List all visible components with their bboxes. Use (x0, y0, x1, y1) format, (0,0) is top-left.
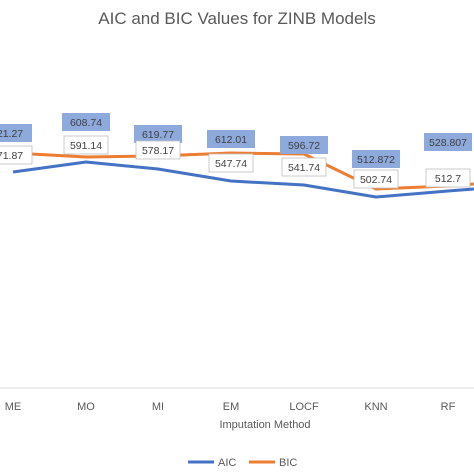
x-tick-label: MI (152, 401, 164, 413)
data-label-bic: 512.7 (425, 168, 471, 188)
data-label-bic-text: 578.17 (142, 145, 174, 157)
x-axis-title: Imputation Method (219, 419, 310, 431)
data-label-first-bottom: 71.87 (0, 145, 33, 165)
data-label-aic-box (280, 136, 328, 154)
data-label-aic: 612.01 (207, 130, 255, 148)
data-label-bic: 502.74 (353, 169, 399, 189)
data-label-bic-text: 541.74 (288, 162, 320, 174)
chart-title: AIC and BIC Values for ZINB Models (98, 9, 375, 28)
data-label-first-top: 21.27 (0, 124, 32, 142)
data-label-aic-box (62, 113, 110, 131)
data-label-aic-box (352, 150, 400, 168)
data-label-aic: 608.74 (62, 113, 110, 131)
data-label-bic-box (353, 169, 399, 189)
data-label-bic: 541.74 (281, 157, 327, 177)
x-tick-label: EM (223, 401, 240, 413)
data-label-bic-text: 591.14 (70, 140, 102, 152)
data-label-aic-text: 612.01 (215, 134, 247, 146)
data-label-bic-box (135, 140, 181, 160)
legend-bic-label: BIC (279, 457, 297, 469)
data-label-bic-text: 502.74 (360, 174, 392, 186)
data-label-bic-text: 547.74 (215, 158, 247, 170)
data-label-aic-text: 608.74 (70, 117, 102, 129)
data-label-first-top-text: 21.27 (0, 128, 23, 140)
legend-aic-label: AIC (218, 457, 236, 469)
x-tick-label: RF (441, 401, 456, 413)
data-label-bic: 591.14 (63, 135, 109, 155)
data-label-aic-text: 619.77 (142, 129, 174, 141)
data-label-bic: 578.17 (135, 140, 181, 160)
data-labels: 21.27 71.87 608.74 591.14 619.77 578.17 612.01… (0, 113, 472, 189)
data-label-first-top-box (0, 124, 32, 142)
x-tick-label: LOCF (289, 401, 319, 413)
data-label-bic: 547.74 (208, 153, 254, 173)
data-label-bic-box (208, 153, 254, 173)
data-label-aic: 596.72 (280, 136, 328, 154)
x-tick-label: KNN (364, 401, 387, 413)
x-tick-label: ME (5, 401, 22, 413)
data-label-aic: 512.872 (352, 150, 400, 168)
data-label-aic-text: 512.872 (357, 154, 395, 166)
aic-series-line (12, 160, 474, 199)
data-label-aic-box (207, 130, 255, 148)
legend: AIC BIC (188, 457, 297, 469)
data-label-aic: 528.807 (424, 133, 472, 151)
data-label-first-bottom-box (0, 145, 33, 165)
data-label-first-bottom-text: 71.87 (0, 150, 23, 162)
data-label-aic-box (134, 125, 182, 143)
data-label-aic: 619.77 (134, 125, 182, 143)
data-label-bic-text: 512.7 (435, 173, 461, 185)
x-tick-label: MO (77, 401, 95, 413)
data-label-aic-box (424, 133, 472, 151)
data-label-aic-text: 596.72 (288, 140, 320, 152)
data-label-bic-box (425, 168, 471, 188)
data-label-bic-box (281, 157, 327, 177)
data-label-bic-box (63, 135, 109, 155)
x-tick-labels: ME MO MI EM LOCF KNN RF (5, 401, 456, 413)
data-label-aic-text: 528.807 (429, 137, 467, 149)
